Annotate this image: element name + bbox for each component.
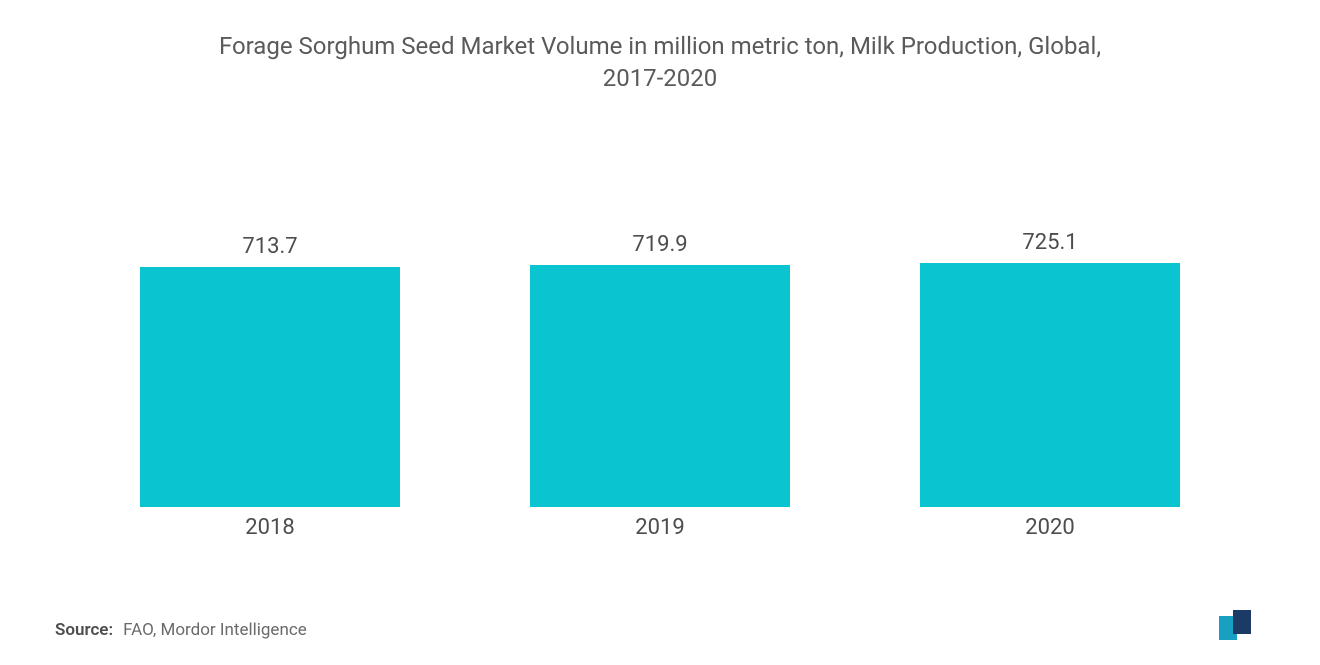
bar-value-label: 719.9 (632, 232, 687, 257)
title-line-2: 2017-2020 (603, 64, 718, 92)
source-text: FAO, Mordor Intelligence (123, 620, 307, 640)
bar-group-2018: 713.7 2018 (77, 234, 463, 540)
bar-category-label: 2020 (1025, 515, 1074, 540)
mordor-logo-icon (1219, 610, 1265, 640)
bar-value-label: 725.1 (1022, 230, 1077, 255)
chart-title: Forage Sorghum Seed Market Volume in mil… (55, 30, 1265, 95)
chart-container: Forage Sorghum Seed Market Volume in mil… (0, 0, 1320, 665)
bar-2018 (140, 267, 400, 507)
footer: Source: FAO, Mordor Intelligence (55, 610, 1265, 640)
bar-group-2019: 719.9 2019 (467, 232, 853, 540)
source-label: Source: (55, 620, 113, 640)
bar-group-2020: 725.1 2020 (857, 230, 1243, 540)
title-line-1: Forage Sorghum Seed Market Volume in mil… (219, 32, 1101, 60)
bar-category-label: 2018 (245, 515, 294, 540)
bar-2019 (530, 265, 790, 507)
source-line: Source: FAO, Mordor Intelligence (55, 620, 307, 640)
bar-value-label: 713.7 (242, 234, 297, 259)
bars-row: 713.7 2018 719.9 2019 725.1 2020 (75, 185, 1245, 540)
bar-category-label: 2019 (635, 515, 684, 540)
chart-area: 713.7 2018 719.9 2019 725.1 2020 (55, 115, 1265, 600)
bar-2020 (920, 263, 1180, 507)
